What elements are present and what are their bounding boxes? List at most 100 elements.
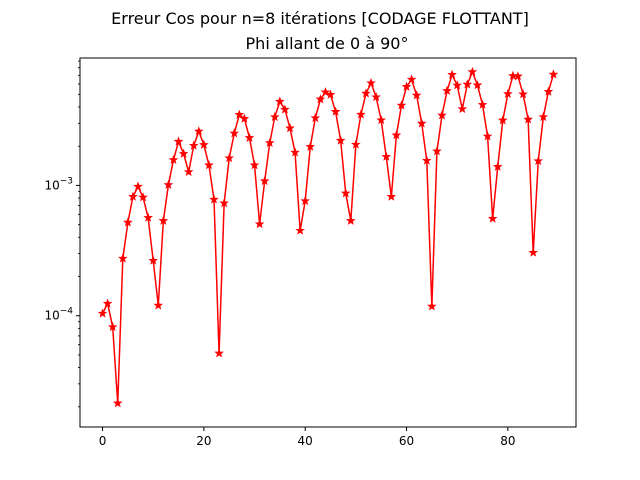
data-point xyxy=(219,198,229,208)
data-point xyxy=(148,255,158,265)
chart-title: Erreur Cos pour n=8 itérations [CODAGE F… xyxy=(111,9,529,28)
data-point xyxy=(234,109,245,119)
data-point xyxy=(487,213,498,223)
data-point xyxy=(330,106,341,116)
data-point xyxy=(264,137,275,147)
data-point xyxy=(133,181,143,191)
data-point xyxy=(447,69,457,79)
data-point xyxy=(356,109,366,119)
data-point xyxy=(275,96,285,106)
data-point xyxy=(401,81,412,91)
data-point xyxy=(376,115,386,125)
data-point xyxy=(153,300,164,310)
data-point xyxy=(285,123,295,133)
x-tick-label: 40 xyxy=(298,434,313,448)
data-point xyxy=(518,89,528,99)
data-point xyxy=(239,113,250,123)
data-point xyxy=(143,212,153,222)
data-point xyxy=(290,147,300,157)
data-point xyxy=(300,195,310,206)
data-point xyxy=(427,301,437,311)
data-point xyxy=(163,179,174,189)
series-line xyxy=(101,71,555,404)
data-point xyxy=(457,103,468,114)
data-point xyxy=(199,139,209,149)
data-point xyxy=(482,131,493,141)
data-point xyxy=(351,139,361,149)
data-point xyxy=(204,160,214,170)
data-point xyxy=(366,78,376,88)
data-point xyxy=(503,88,513,98)
data-point xyxy=(406,74,417,84)
data-point xyxy=(396,100,407,110)
data-point xyxy=(543,86,554,96)
data-point xyxy=(381,151,392,161)
data-point xyxy=(97,308,108,318)
data-point xyxy=(194,126,204,136)
data-point xyxy=(188,140,199,150)
data-point xyxy=(112,398,123,408)
data-point xyxy=(158,215,169,225)
data-point xyxy=(270,111,280,122)
data-point xyxy=(386,191,397,201)
axes-frame xyxy=(79,57,577,428)
data-point xyxy=(214,348,224,358)
data-point xyxy=(533,155,544,166)
data-point xyxy=(229,128,240,138)
y-tick-label: 10−3 xyxy=(44,176,73,192)
data-point xyxy=(472,80,483,90)
data-point xyxy=(259,176,270,186)
data-point xyxy=(548,69,559,79)
x-tick-label: 80 xyxy=(500,434,515,448)
data-point xyxy=(123,217,133,227)
data-point xyxy=(492,161,503,171)
data-point xyxy=(280,104,290,114)
data-point xyxy=(361,88,371,98)
data-point xyxy=(224,153,234,163)
data-point xyxy=(249,160,260,170)
data-point xyxy=(538,111,549,122)
data-point xyxy=(295,225,305,235)
data-point xyxy=(320,87,331,97)
x-tick-label: 0 xyxy=(99,434,107,448)
data-point xyxy=(128,191,138,201)
data-point xyxy=(508,70,518,80)
data-point xyxy=(411,90,422,100)
data-point xyxy=(528,247,538,257)
data-point xyxy=(315,94,326,104)
data-point xyxy=(178,148,189,158)
data-point xyxy=(340,188,351,198)
data-point xyxy=(168,154,179,164)
data-point xyxy=(183,166,194,176)
data-point xyxy=(452,80,462,90)
data-point xyxy=(209,194,219,204)
data-point xyxy=(437,110,447,120)
data-point xyxy=(254,219,265,229)
data-point xyxy=(432,146,442,156)
plot-area xyxy=(97,66,559,408)
data-point xyxy=(391,130,402,140)
x-tick-label: 60 xyxy=(399,434,414,448)
data-point xyxy=(371,92,381,102)
data-point xyxy=(416,118,427,128)
data-point xyxy=(173,136,184,146)
chart-subtitle: Phi allant de 0 à 90° xyxy=(246,34,409,53)
data-point xyxy=(310,112,321,123)
data-point xyxy=(477,99,488,109)
data-point xyxy=(138,192,148,202)
data-point xyxy=(325,89,336,99)
data-point xyxy=(244,132,255,142)
data-point xyxy=(305,141,316,151)
data-point xyxy=(422,155,432,165)
data-point xyxy=(107,321,118,332)
data-point xyxy=(102,298,113,308)
data-point xyxy=(523,114,533,124)
data-point xyxy=(513,71,523,81)
data-point xyxy=(442,85,452,95)
x-tick-label: 20 xyxy=(196,434,211,448)
data-point xyxy=(346,215,356,225)
data-point xyxy=(498,115,508,125)
data-point xyxy=(462,79,473,89)
y-tick-label: 10−4 xyxy=(44,307,73,323)
